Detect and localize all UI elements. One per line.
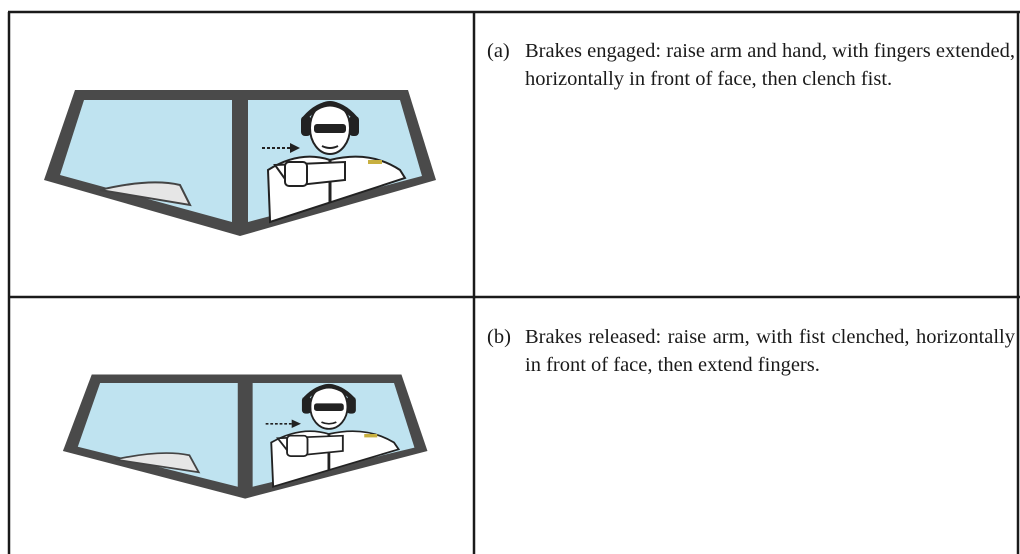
row-description: Brakes engaged: raise arm and hand, with… — [525, 40, 1015, 90]
row-label: (a) — [487, 40, 510, 62]
table-border — [7, 10, 1020, 554]
row-description: Brakes released: raise arm, with fist cl… — [525, 326, 1015, 376]
row-label: (b) — [487, 326, 511, 348]
illustration-brakes-engaged — [44, 90, 436, 236]
illustration-brakes-released — [63, 375, 428, 499]
